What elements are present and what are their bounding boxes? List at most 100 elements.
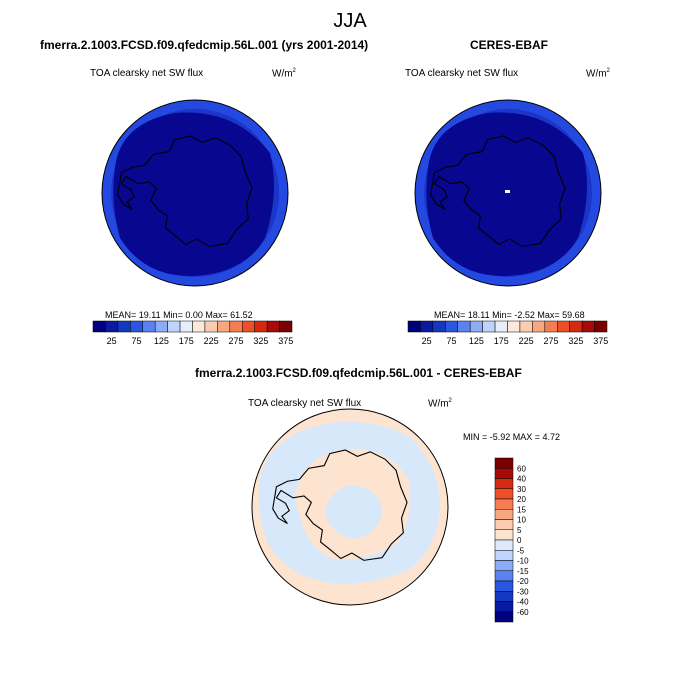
obs-colorbar-tick-label: 125	[469, 336, 484, 346]
model-colorbar-box	[92, 320, 106, 333]
diff-colorbar-tick-label: -30	[517, 587, 529, 596]
diff-colorbar-tick-label: -10	[517, 557, 529, 566]
obs-map-interior	[426, 112, 587, 277]
diff-colorbar-tick-label: 15	[517, 505, 526, 514]
obs-colorbar-tick-label: 375	[593, 336, 608, 346]
diff-colorbar-box	[494, 529, 514, 541]
model-colorbar-tick-label: 75	[132, 336, 142, 346]
diff-colorbar-tick-label: 30	[517, 485, 526, 494]
obs-colorbar-box	[432, 320, 446, 333]
model-colorbar-box	[130, 320, 143, 333]
obs-colorbar-tick-label: 325	[568, 336, 583, 346]
diff-map-negative-band	[258, 421, 440, 584]
diff-colorbar-tick-label: -40	[517, 598, 529, 607]
obs-colorbar-box	[482, 320, 496, 333]
obs-colorbar-box	[594, 320, 608, 333]
diff-colorbar-tick-label: -20	[517, 577, 529, 586]
obs-colorbar-box	[445, 320, 458, 333]
obs-colorbar-box	[457, 320, 471, 333]
model-units-label: W/m2	[272, 68, 296, 80]
figure-title: JJA	[333, 10, 367, 32]
diff-colorbar-tick-label: -5	[517, 546, 525, 555]
diff-colorbar-tick-label: 60	[517, 464, 526, 473]
obs-colorbar-box	[544, 320, 558, 333]
diff-colorbar-box	[494, 560, 514, 571]
model-colorbar-box	[192, 320, 206, 333]
model-map-interior	[113, 112, 274, 277]
model-colorbar-box	[117, 320, 131, 333]
diff-units-label: W/m2	[428, 398, 452, 410]
diff-colorbar-box	[494, 591, 514, 602]
obs-case-title: CERES-EBAF	[470, 38, 549, 52]
model-colorbar-box	[217, 320, 231, 333]
diff-colorbar-box	[494, 611, 514, 623]
obs-colorbar-box	[569, 320, 583, 333]
model-colorbar-tick-label: 375	[278, 336, 293, 346]
diff-colorbar-tick-label: 40	[517, 475, 526, 484]
obs-colorbar-tick-label: 25	[422, 336, 432, 346]
diff-colorbar-box	[494, 509, 514, 520]
model-colorbar-box	[229, 320, 243, 333]
obs-colorbar: 25 75 125 175 225 275 325 375	[407, 320, 608, 346]
obs-units-label: W/m2	[586, 68, 610, 80]
diff-colorbar-tick-label: 20	[517, 495, 526, 504]
diff-colorbar-box	[494, 457, 514, 469]
model-colorbar-box	[254, 320, 268, 333]
model-variable-label: TOA clearsky net SW flux	[90, 68, 204, 79]
obs-colorbar-tick-label: 175	[494, 336, 509, 346]
obs-colorbar-box	[532, 320, 546, 333]
obs-map-missing-patch	[505, 190, 510, 193]
diff-colorbar-box	[494, 580, 514, 592]
model-map	[102, 100, 288, 286]
diff-colorbar-box	[494, 550, 514, 561]
model-colorbar-box	[204, 320, 218, 333]
model-colorbar: 25 75 125 175 225 275 325 375	[92, 320, 293, 346]
obs-map	[415, 100, 601, 286]
diff-variable-label: TOA clearsky net SW flux	[248, 398, 362, 409]
model-colorbar-box	[105, 320, 119, 333]
model-colorbar-box	[179, 320, 193, 333]
obs-variable-label: TOA clearsky net SW flux	[405, 68, 519, 79]
diff-colorbar-box	[494, 601, 514, 612]
model-case-title: fmerra.2.1003.FCSD.f09.qfedcmip.56L.001 …	[40, 38, 369, 52]
model-colorbar-box	[279, 320, 293, 333]
model-colorbar-tick-label: 275	[229, 336, 244, 346]
obs-colorbar-box	[519, 320, 533, 333]
obs-colorbar-box	[407, 320, 421, 333]
obs-colorbar-box	[469, 320, 483, 333]
diff-colorbar-box	[494, 468, 514, 479]
diff-colorbar-tick-label: -60	[517, 608, 529, 617]
obs-colorbar-box	[581, 320, 595, 333]
diff-colorbar-tick-label: 0	[517, 536, 522, 545]
model-colorbar-box	[242, 320, 255, 333]
model-colorbar-tick-label: 125	[154, 336, 169, 346]
diff-colorbar-box	[494, 498, 514, 510]
obs-colorbar-tick-label: 275	[544, 336, 559, 346]
diff-colorbar-box	[494, 478, 514, 489]
diff-colorbar-tick-label: -15	[517, 567, 529, 576]
model-colorbar-box	[167, 320, 181, 333]
obs-colorbar-box	[494, 320, 508, 333]
diff-colorbar-tick-label: 10	[517, 516, 526, 525]
model-colorbar-box	[142, 320, 156, 333]
model-colorbar-box	[154, 320, 168, 333]
model-colorbar-tick-label: 225	[204, 336, 219, 346]
model-colorbar-tick-label: 175	[179, 336, 194, 346]
model-stats: MEAN= 19.11 Min= 0.00 Max= 61.52	[105, 310, 253, 320]
obs-stats: MEAN= 18.11 Min= -2.52 Max= 59.68	[434, 310, 585, 320]
diff-colorbar-box	[494, 570, 514, 582]
obs-colorbar-tick-label: 225	[519, 336, 534, 346]
diff-map	[252, 409, 448, 605]
model-colorbar-box	[266, 320, 280, 333]
diff-colorbar-box	[494, 539, 514, 551]
diff-colorbar-tick-label: 5	[517, 526, 522, 535]
obs-colorbar-box	[557, 320, 570, 333]
diff-stats: MIN = -5.92 MAX = 4.72	[463, 432, 561, 442]
obs-colorbar-tick-label: 75	[447, 336, 457, 346]
model-colorbar-tick-label: 325	[253, 336, 268, 346]
diff-colorbar-box	[494, 519, 514, 530]
obs-colorbar-box	[507, 320, 521, 333]
diff-case-title: fmerra.2.1003.FCSD.f09.qfedcmip.56L.001 …	[195, 366, 522, 380]
